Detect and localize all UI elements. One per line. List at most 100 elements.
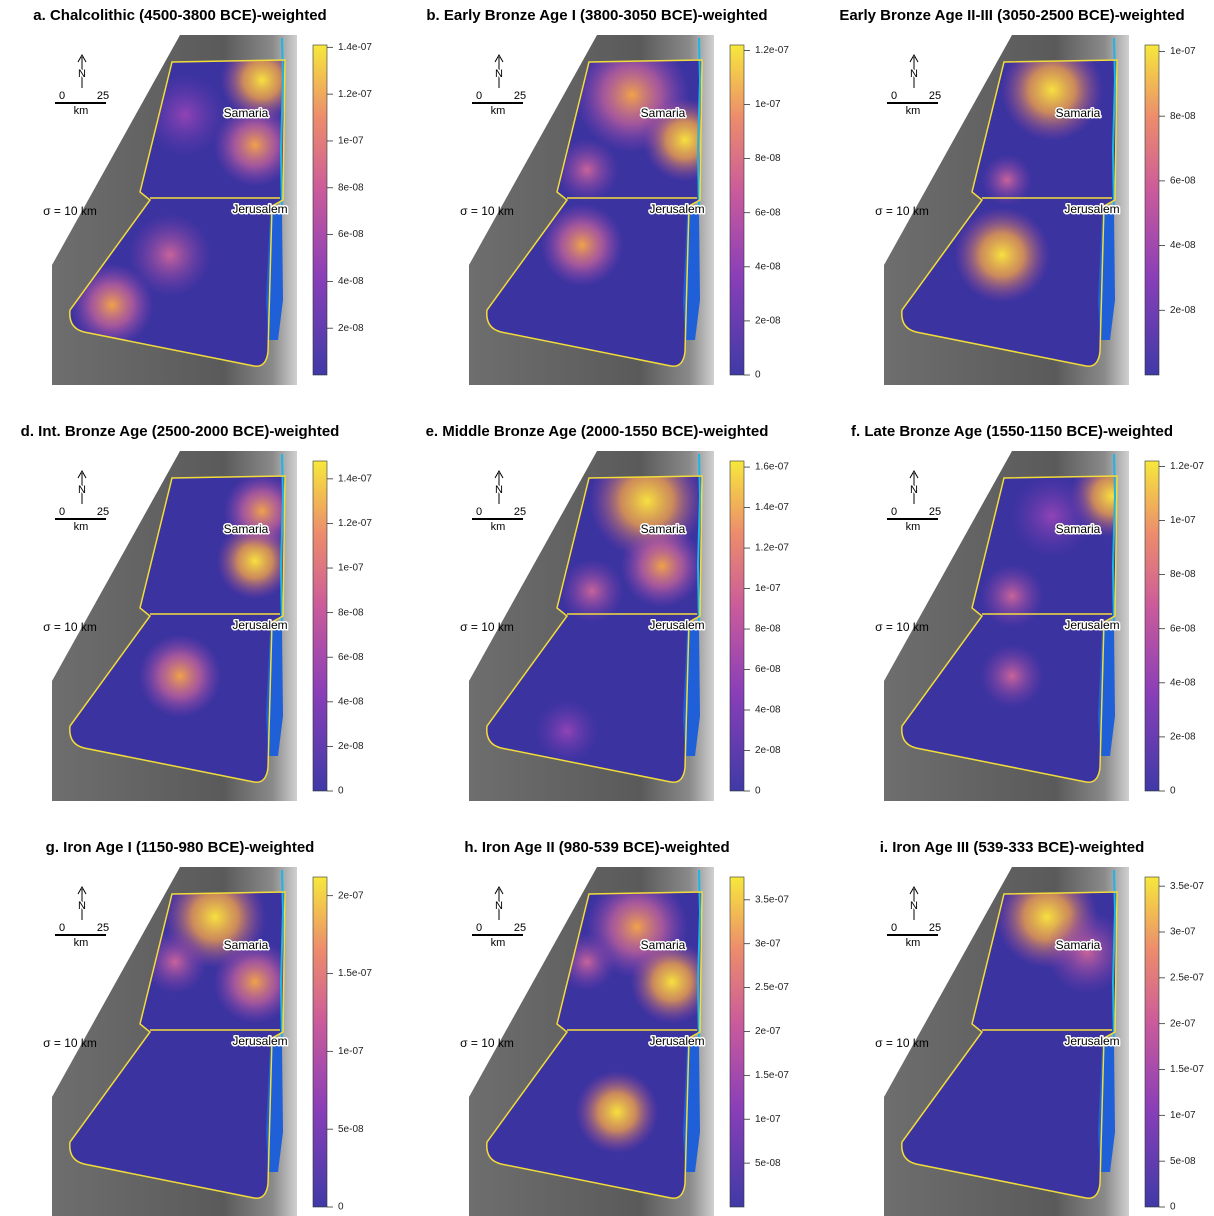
colorbar-tick-label: 2e-08 bbox=[1170, 732, 1196, 743]
place-label: Jerusalem bbox=[232, 202, 287, 216]
colorbar-tick-label: 1e-07 bbox=[338, 136, 364, 147]
panel-title: Early Bronze Age II-III (3050-2500 BCE)-… bbox=[839, 7, 1184, 24]
hotspot bbox=[535, 699, 599, 763]
colorbar-tick-label: 0 bbox=[1170, 1202, 1176, 1213]
scale-start: 0 bbox=[891, 90, 897, 102]
colorbar bbox=[313, 461, 327, 791]
colorbar-tick-label: 3e-07 bbox=[1170, 927, 1196, 938]
panel: h. Iron Age II (980-539 BCE)-weightedN02… bbox=[460, 839, 789, 1216]
sigma-label: σ = 10 km bbox=[875, 620, 929, 634]
place-label: Samaria bbox=[224, 522, 269, 536]
place-label: Jerusalem bbox=[232, 1034, 287, 1048]
colorbar bbox=[730, 461, 744, 791]
north-label: N bbox=[910, 900, 918, 912]
colorbar-tick-label: 3.5e-07 bbox=[755, 894, 789, 905]
panel: Early Bronze Age II-III (3050-2500 BCE)-… bbox=[839, 7, 1196, 385]
hotspot bbox=[620, 524, 703, 607]
colorbar bbox=[1145, 45, 1159, 375]
colorbar-tick-label: 1.2e-07 bbox=[755, 45, 789, 56]
scale-end: 25 bbox=[97, 922, 109, 934]
scale-unit: km bbox=[906, 937, 921, 949]
scale-end: 25 bbox=[97, 506, 109, 518]
colorbar-tick-label: 2e-07 bbox=[338, 890, 364, 901]
colorbar-tick-label: 1.2e-07 bbox=[1170, 461, 1204, 472]
colorbar-tick-label: 3e-07 bbox=[755, 938, 781, 949]
place-label: Jerusalem bbox=[649, 202, 704, 216]
colorbar-tick-label: 1e-07 bbox=[338, 563, 364, 574]
north-label: N bbox=[910, 484, 918, 496]
colorbar-tick-label: 2e-08 bbox=[755, 745, 781, 756]
colorbar-tick-label: 4e-08 bbox=[1170, 677, 1196, 688]
scale-end: 25 bbox=[514, 90, 526, 102]
figure: a. Chalcolithic (4500-3800 BCE)-weighted… bbox=[0, 0, 1214, 1216]
north-label: N bbox=[495, 68, 503, 80]
colorbar-tick-label: 1e-07 bbox=[1170, 1110, 1196, 1121]
colorbar bbox=[1145, 877, 1159, 1207]
panel-title: b. Early Bronze Age I (3800-3050 BCE)-we… bbox=[426, 7, 767, 24]
colorbar-tick-label: 8e-08 bbox=[338, 607, 364, 618]
scale-unit: km bbox=[906, 521, 921, 533]
panel-title: d. Int. Bronze Age (2500-2000 BCE)-weigh… bbox=[21, 423, 340, 440]
panel-title: e. Middle Bronze Age (2000-1550 BCE)-wei… bbox=[426, 423, 769, 440]
colorbar-tick-label: 4e-08 bbox=[1170, 240, 1196, 251]
colorbar-tick-label: 0 bbox=[755, 786, 761, 797]
colorbar bbox=[730, 877, 744, 1207]
place-label: Jerusalem bbox=[232, 618, 287, 632]
colorbar-tick-label: 1e-07 bbox=[755, 99, 781, 110]
colorbar bbox=[313, 45, 327, 375]
place-label: Jerusalem bbox=[1064, 1034, 1119, 1048]
sigma-label: σ = 10 km bbox=[43, 1036, 97, 1050]
colorbar-tick-label: 6e-08 bbox=[338, 652, 364, 663]
colorbar-tick-label: 1.5e-07 bbox=[755, 1070, 789, 1081]
colorbar-tick-label: 1.2e-07 bbox=[338, 89, 372, 100]
colorbar-tick-label: 6e-08 bbox=[338, 229, 364, 240]
scale-end: 25 bbox=[514, 922, 526, 934]
colorbar-tick-label: 1e-07 bbox=[338, 1046, 364, 1057]
panel-title: i. Iron Age III (539-333 BCE)-weighted bbox=[880, 839, 1145, 856]
place-label: Samaria bbox=[1056, 938, 1101, 952]
colorbar-tick-label: 6e-08 bbox=[755, 664, 781, 675]
colorbar-tick-label: 2e-08 bbox=[755, 316, 781, 327]
panel-title: h. Iron Age II (980-539 BCE)-weighted bbox=[464, 839, 729, 856]
colorbar-tick-label: 1.2e-07 bbox=[338, 518, 372, 529]
panel: a. Chalcolithic (4500-3800 BCE)-weighted… bbox=[33, 7, 372, 385]
colorbar-tick-label: 0 bbox=[338, 786, 344, 797]
place-label: Samaria bbox=[224, 106, 269, 120]
scale-unit: km bbox=[74, 937, 89, 949]
colorbar-tick-label: 1.5e-07 bbox=[1170, 1064, 1204, 1075]
hotspot bbox=[1010, 474, 1093, 557]
colorbar-tick-label: 3.5e-07 bbox=[1170, 881, 1204, 892]
colorbar-tick-label: 2.5e-07 bbox=[755, 982, 789, 993]
colorbar-tick-label: 4e-08 bbox=[755, 261, 781, 272]
colorbar-tick-label: 8e-08 bbox=[1170, 111, 1196, 122]
scale-start: 0 bbox=[476, 922, 482, 934]
place-label: Samaria bbox=[1056, 522, 1101, 536]
colorbar-tick-label: 5e-08 bbox=[755, 1158, 781, 1169]
colorbar-tick-label: 1.2e-07 bbox=[755, 543, 789, 554]
colorbar bbox=[1145, 461, 1159, 791]
sigma-label: σ = 10 km bbox=[43, 620, 97, 634]
panel: e. Middle Bronze Age (2000-1550 BCE)-wei… bbox=[426, 423, 790, 801]
hotspot bbox=[980, 644, 1044, 708]
panel-title: a. Chalcolithic (4500-3800 BCE)-weighted bbox=[33, 7, 326, 24]
colorbar-tick-label: 1e-07 bbox=[1170, 46, 1196, 57]
scale-unit: km bbox=[491, 105, 506, 117]
hotspot bbox=[575, 1070, 658, 1153]
colorbar-tick-label: 6e-08 bbox=[755, 207, 781, 218]
colorbar-tick-label: 0 bbox=[338, 1202, 344, 1213]
sigma-label: σ = 10 km bbox=[460, 1036, 514, 1050]
colorbar-tick-label: 8e-08 bbox=[755, 153, 781, 164]
scale-unit: km bbox=[491, 521, 506, 533]
north-label: N bbox=[78, 900, 86, 912]
colorbar-tick-label: 1.4e-07 bbox=[755, 502, 789, 513]
place-label: Jerusalem bbox=[649, 618, 704, 632]
colorbar-tick-label: 5e-08 bbox=[338, 1124, 364, 1135]
place-label: Samaria bbox=[641, 522, 686, 536]
colorbar-tick-label: 0 bbox=[1170, 786, 1176, 797]
colorbar bbox=[730, 45, 744, 375]
north-label: N bbox=[78, 68, 86, 80]
colorbar-tick-label: 2e-07 bbox=[1170, 1018, 1196, 1029]
colorbar bbox=[313, 877, 327, 1207]
colorbar-tick-label: 6e-08 bbox=[1170, 623, 1196, 634]
